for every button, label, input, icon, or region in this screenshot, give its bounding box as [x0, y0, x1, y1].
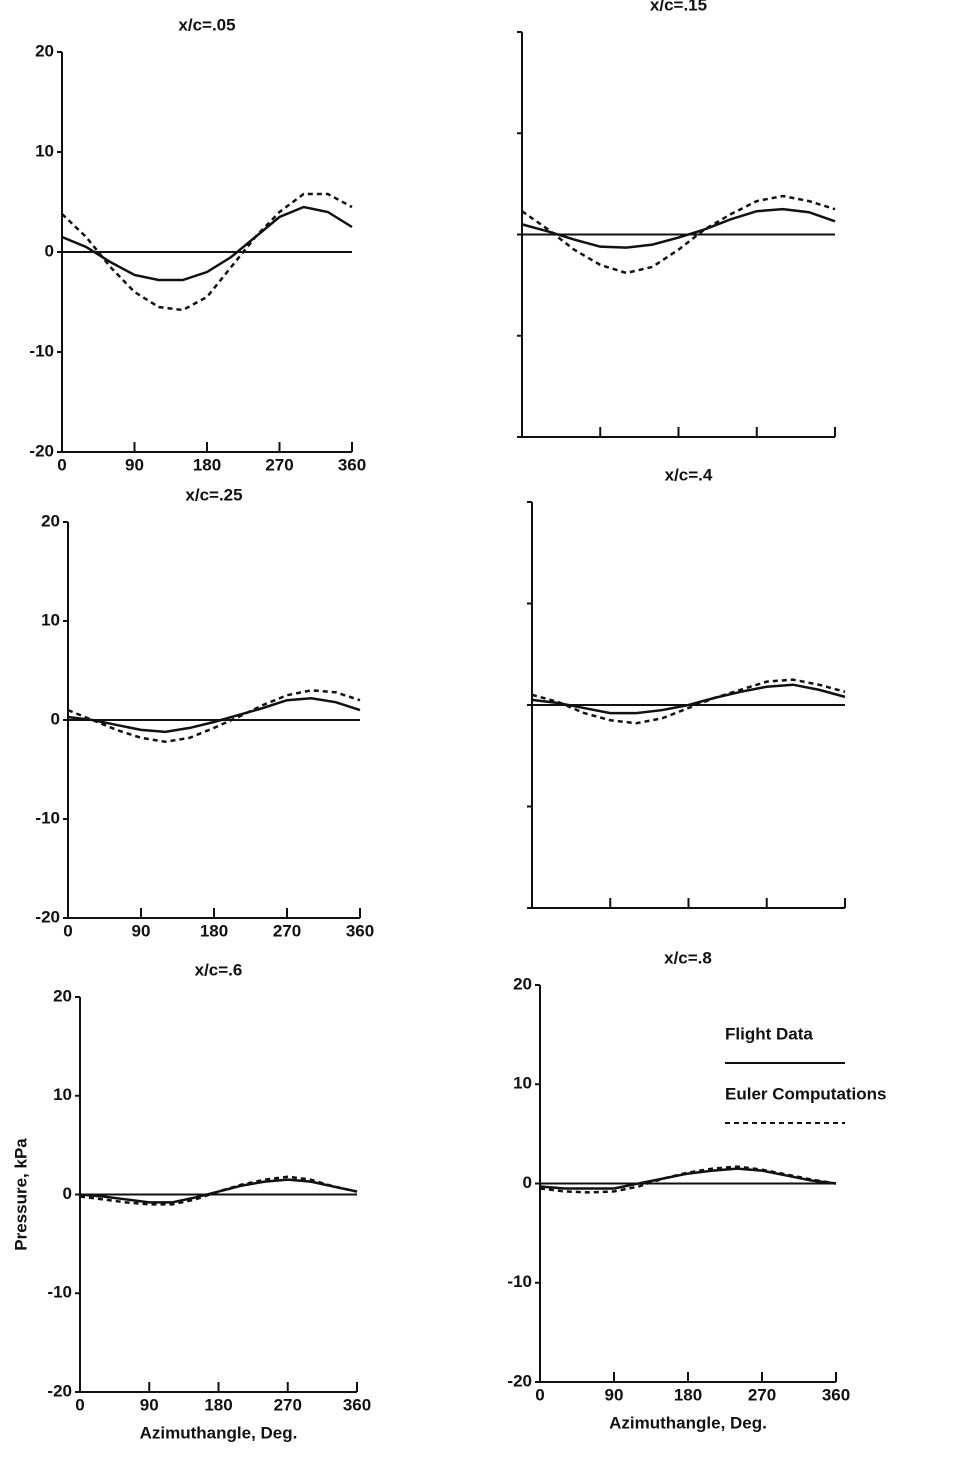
y-tick-label: -20	[507, 1371, 532, 1390]
series-line	[67, 696, 361, 734]
series-line	[61, 205, 353, 282]
panel-title: x/c=.15	[650, 0, 707, 14]
y-tick-label: 10	[53, 1085, 72, 1104]
y-tick-label: 0	[63, 1184, 72, 1203]
y-tick-label: -10	[47, 1283, 72, 1302]
series-line	[521, 194, 836, 275]
x-tick-label: 270	[274, 1395, 302, 1414]
series-line	[531, 678, 846, 725]
x-tick-label: 90	[140, 1395, 159, 1414]
series-line	[79, 1175, 358, 1206]
x-tick-label: 270	[273, 921, 301, 940]
x-axis-label: Azimuthangle, Deg.	[140, 1423, 298, 1442]
y-tick-label: 20	[41, 511, 60, 530]
panel-title: x/c=.6	[195, 960, 243, 979]
y-tick-label: 20	[53, 986, 72, 1005]
x-tick-label: 360	[346, 921, 374, 940]
y-tick-label: 20	[513, 974, 532, 993]
x-tick-label: 0	[57, 455, 66, 474]
panel-title: x/c=.05	[178, 15, 235, 34]
series-line	[531, 683, 846, 715]
y-tick-label: 0	[523, 1173, 532, 1192]
x-tick-label: 360	[343, 1395, 371, 1414]
x-tick-label: 90	[605, 1385, 624, 1404]
y-tick-label: 10	[513, 1074, 532, 1093]
panel-title: x/c=.4	[665, 465, 713, 484]
series-line	[61, 192, 353, 312]
x-tick-label: 360	[822, 1385, 850, 1404]
x-tick-label: 180	[193, 455, 221, 474]
series-line	[521, 207, 836, 249]
x-tick-label: 270	[748, 1385, 776, 1404]
panel-title: x/c=.25	[185, 485, 242, 504]
y-tick-label: -10	[507, 1272, 532, 1291]
x-tick-label: 180	[204, 1395, 232, 1414]
y-tick-label: -20	[47, 1381, 72, 1400]
x-tick-label: 180	[200, 921, 228, 940]
series-line	[539, 1165, 837, 1194]
y-tick-label: 0	[51, 709, 60, 728]
y-tick-label: 0	[45, 241, 54, 260]
x-tick-label: 90	[132, 921, 151, 940]
x-tick-label: 0	[535, 1385, 544, 1404]
x-tick-label: 0	[63, 921, 72, 940]
series-line	[67, 689, 361, 744]
legend-label: Euler Computations	[725, 1084, 887, 1103]
x-tick-label: 270	[265, 455, 293, 474]
y-tick-label: -10	[29, 341, 54, 360]
x-tick-label: 90	[125, 455, 144, 474]
y-tick-label: 10	[41, 610, 60, 629]
panel-title: x/c=.8	[664, 948, 712, 967]
series-line	[539, 1167, 837, 1190]
y-tick-label: 20	[35, 41, 54, 60]
x-tick-label: 180	[674, 1385, 702, 1404]
legend-label: Flight Data	[725, 1024, 813, 1043]
x-axis-label: Azimuthangle, Deg.	[609, 1413, 767, 1432]
x-tick-label: 360	[338, 455, 366, 474]
y-tick-label: -20	[35, 907, 60, 926]
x-tick-label: 0	[75, 1395, 84, 1414]
series-line	[79, 1178, 358, 1204]
y-tick-label: 10	[35, 141, 54, 160]
y-tick-label: -20	[29, 441, 54, 460]
y-tick-label: -10	[35, 808, 60, 827]
y-axis-label: Pressure, kPa	[11, 1138, 30, 1251]
